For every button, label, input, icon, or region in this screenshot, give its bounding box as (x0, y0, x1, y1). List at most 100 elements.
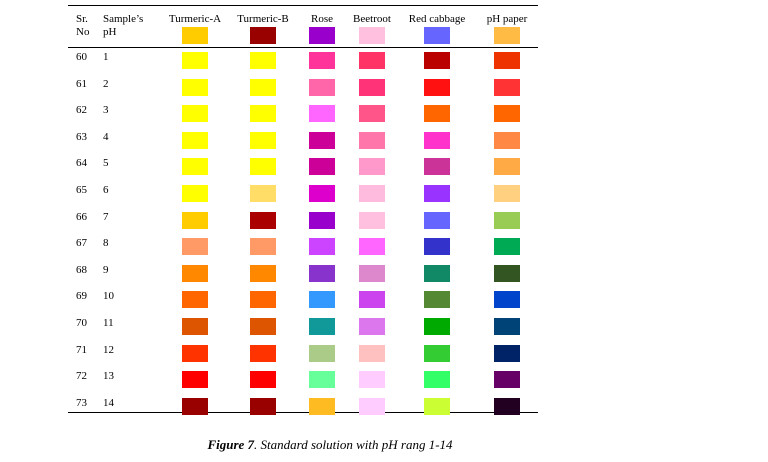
column-header: pH paper (486, 13, 528, 25)
sr-no: 67 (76, 237, 87, 250)
color-swatch (424, 238, 450, 256)
color-swatch (250, 27, 276, 44)
color-swatch (494, 344, 520, 362)
color-swatch (424, 105, 450, 123)
color-swatch (359, 52, 385, 69)
sr-no: 63 (76, 130, 87, 143)
color-swatch (424, 318, 450, 335)
color-swatch (182, 78, 208, 96)
top-rule (68, 5, 538, 6)
color-swatch (182, 397, 208, 415)
sr-no: 65 (76, 184, 87, 196)
color-swatch (359, 78, 385, 96)
color-swatch (309, 318, 335, 335)
color-swatch (182, 344, 208, 362)
color-swatch (494, 211, 520, 229)
sr-no: 66 (76, 210, 87, 223)
color-swatch (359, 211, 385, 229)
color-swatch (494, 105, 520, 123)
sr-no: 62 (76, 104, 87, 117)
color-swatch (494, 371, 520, 389)
color-swatch (424, 131, 450, 149)
color-swatch (309, 371, 335, 389)
color-swatch (309, 52, 335, 69)
color-swatch (309, 78, 335, 96)
color-swatch (250, 397, 276, 415)
sample-ph: 13 (103, 370, 114, 383)
sample-ph: 11 (103, 317, 114, 329)
caption: Figure 7. Standard solution with pH rang… (0, 437, 660, 453)
color-swatch (359, 131, 385, 149)
sr-no: 68 (76, 263, 87, 276)
color-swatch (424, 344, 450, 362)
color-swatch (424, 52, 450, 69)
color-swatch (250, 371, 276, 389)
color-swatch (182, 27, 208, 44)
color-swatch (250, 158, 276, 176)
color-swatch (182, 105, 208, 123)
color-swatch (494, 27, 520, 44)
header-sr: Sr. (76, 13, 88, 25)
color-swatch (182, 131, 208, 149)
color-swatch (250, 344, 276, 362)
sample-ph: 14 (103, 396, 114, 409)
color-swatch (494, 78, 520, 96)
color-swatch (494, 131, 520, 149)
color-swatch (250, 264, 276, 282)
color-swatch (250, 131, 276, 149)
sr-no: 71 (76, 343, 87, 356)
color-swatch (424, 158, 450, 176)
color-swatch (359, 291, 385, 309)
header-sr: No (76, 26, 90, 38)
color-swatch (250, 318, 276, 335)
header-ph: pH (103, 26, 117, 38)
color-swatch (309, 397, 335, 415)
column-header: Red cabbage (408, 13, 466, 25)
color-swatch (424, 78, 450, 96)
color-swatch (424, 264, 450, 282)
color-swatch (424, 291, 450, 309)
color-swatch (182, 238, 208, 256)
bottom-rule (68, 412, 538, 413)
color-swatch (309, 238, 335, 256)
column-header: Turmeric-A (168, 13, 222, 25)
sample-ph: 5 (103, 157, 109, 170)
color-swatch (182, 291, 208, 309)
sample-ph: 4 (103, 130, 109, 143)
sr-no: 60 (76, 51, 87, 63)
color-swatch (309, 27, 335, 44)
color-swatch (424, 185, 450, 202)
color-swatch (494, 52, 520, 69)
sample-ph: 7 (103, 210, 109, 223)
color-swatch (359, 264, 385, 282)
color-swatch (309, 291, 335, 309)
color-swatch (182, 52, 208, 69)
sample-ph: 6 (103, 184, 109, 196)
color-swatch (309, 344, 335, 362)
color-swatch (359, 158, 385, 176)
column-header: Rose (311, 13, 333, 25)
sample-ph: 10 (103, 290, 114, 303)
color-swatch (250, 105, 276, 123)
color-swatch (424, 397, 450, 415)
color-swatch (309, 158, 335, 176)
color-swatch (494, 291, 520, 309)
color-swatch (182, 211, 208, 229)
color-swatch (359, 185, 385, 202)
color-swatch (494, 397, 520, 415)
color-swatch (250, 291, 276, 309)
color-swatch (359, 397, 385, 415)
color-swatch (182, 318, 208, 335)
sr-no: 61 (76, 77, 87, 90)
color-swatch (309, 105, 335, 123)
column-header: Turmeric-B (237, 13, 289, 25)
color-swatch (424, 27, 450, 44)
sample-ph: 12 (103, 343, 114, 356)
color-swatch (424, 211, 450, 229)
color-swatch (309, 131, 335, 149)
color-swatch (309, 185, 335, 202)
color-swatch (494, 264, 520, 282)
color-swatch (359, 344, 385, 362)
color-swatch (250, 211, 276, 229)
